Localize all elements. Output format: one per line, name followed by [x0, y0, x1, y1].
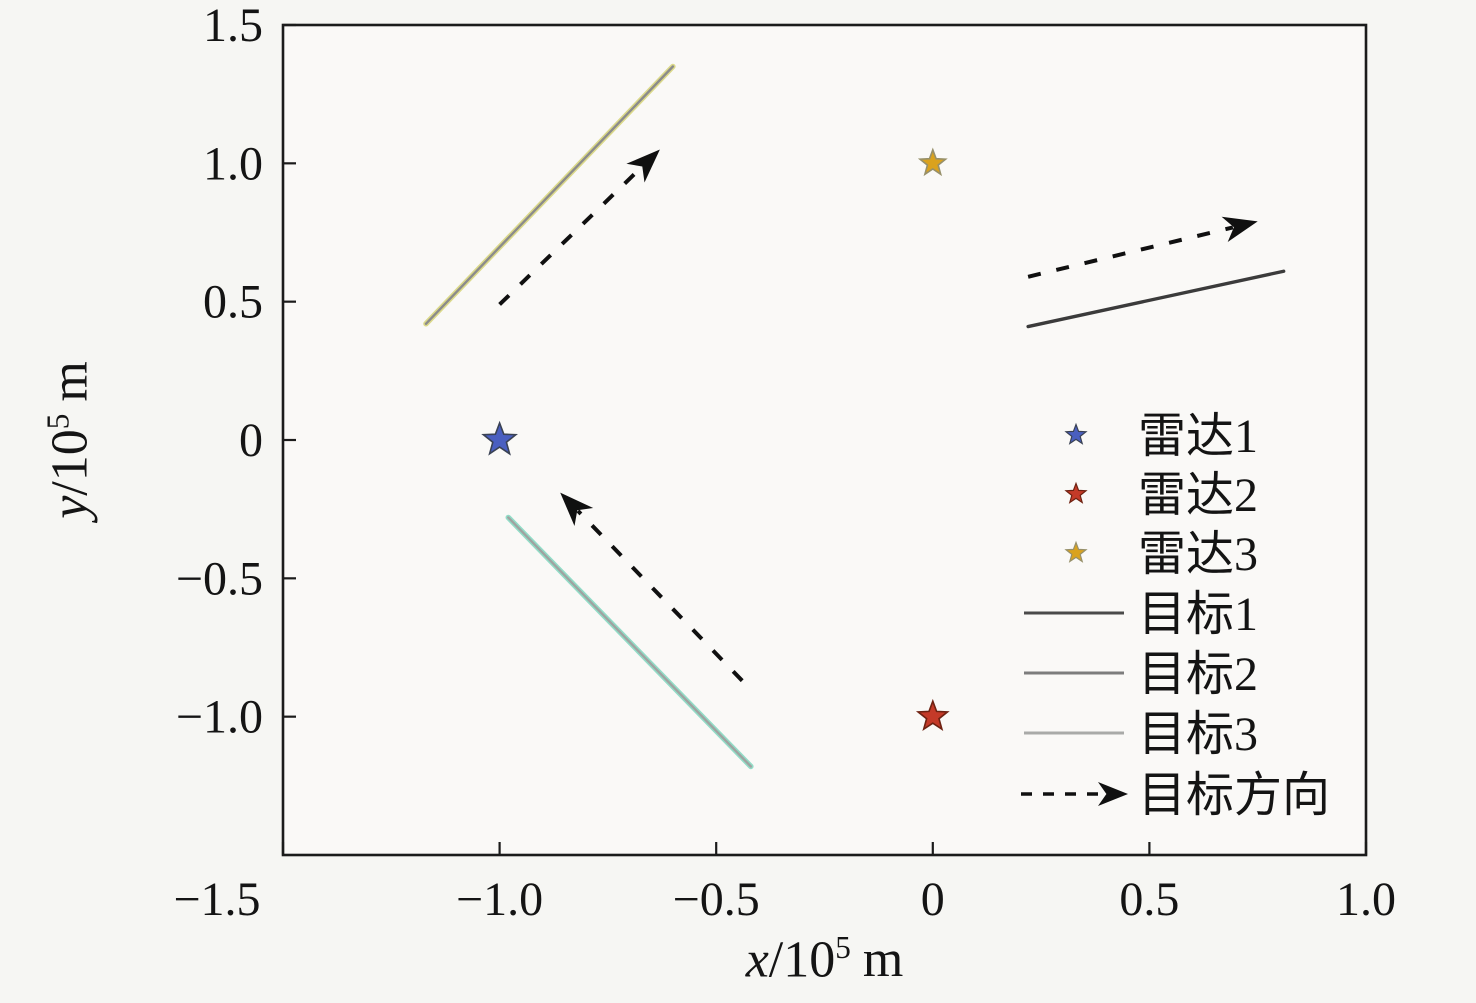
target-trajectory-line-1: [1026, 269, 1286, 329]
x-axis-label: x/105 m: [283, 930, 1366, 989]
radar-star-2: [915, 698, 950, 732]
y-axis-label: y/105 m: [40, 361, 99, 519]
direction-arrow-2-head: [1221, 216, 1258, 242]
radar-star-3: [917, 147, 948, 177]
legend-label-3: 雷达3: [1138, 528, 1258, 581]
legend-label-6: 目标3: [1138, 708, 1258, 761]
x-axis-divisor: /10: [768, 931, 836, 989]
legend-label-5: 目标2: [1138, 648, 1258, 701]
x-tick-label: −1.5: [173, 873, 260, 926]
legend-label-4: 目标1: [1138, 588, 1258, 641]
x-axis-variable: x: [745, 931, 769, 989]
legend-marker-direction-arrow-head: [1098, 782, 1128, 806]
legend-marker-star-3: [1064, 540, 1088, 563]
legend-marker-star-2: [1064, 481, 1088, 504]
y-axis-exponent: 5: [40, 413, 76, 430]
x-axis-unit: m: [862, 931, 904, 989]
y-tick-label: 0: [239, 414, 263, 467]
direction-arrow-3-shaft: [576, 509, 744, 683]
y-axis-divisor: /10: [41, 429, 99, 496]
y-tick-label: 1.0: [203, 137, 263, 190]
x-tick-label: −1.0: [456, 873, 543, 926]
x-tick-label: 1.0: [1336, 873, 1396, 926]
legend-label-2: 雷达2: [1138, 469, 1258, 522]
direction-arrow-2-shaft: [1027, 225, 1234, 279]
y-axis-variable: y: [41, 495, 99, 519]
x-tick-label: 0: [921, 873, 945, 926]
direction-arrow-3-head: [560, 492, 594, 526]
legend-marker-star-1: [1064, 422, 1088, 445]
y-tick-label: 0.5: [203, 276, 263, 329]
x-tick-label: 0.5: [1119, 873, 1179, 926]
y-tick-label: 1.5: [203, 0, 263, 52]
radar-star-1: [481, 420, 518, 456]
legend-label-1: 雷达1: [1138, 410, 1258, 463]
legend-label-7: 目标方向: [1138, 769, 1330, 822]
y-axis-unit: m: [41, 361, 99, 402]
y-tick-label: −0.5: [176, 552, 263, 605]
x-axis-exponent: 5: [835, 930, 851, 965]
direction-arrow-1-shaft: [498, 165, 643, 306]
y-tick-label: −1.0: [176, 691, 263, 744]
target-trajectory-line-3: [507, 516, 753, 768]
direction-arrow-1-head: [626, 149, 660, 183]
x-tick-label: −0.5: [673, 873, 760, 926]
target-trajectory-line-2: [424, 65, 675, 325]
plot-area: [283, 25, 1366, 855]
